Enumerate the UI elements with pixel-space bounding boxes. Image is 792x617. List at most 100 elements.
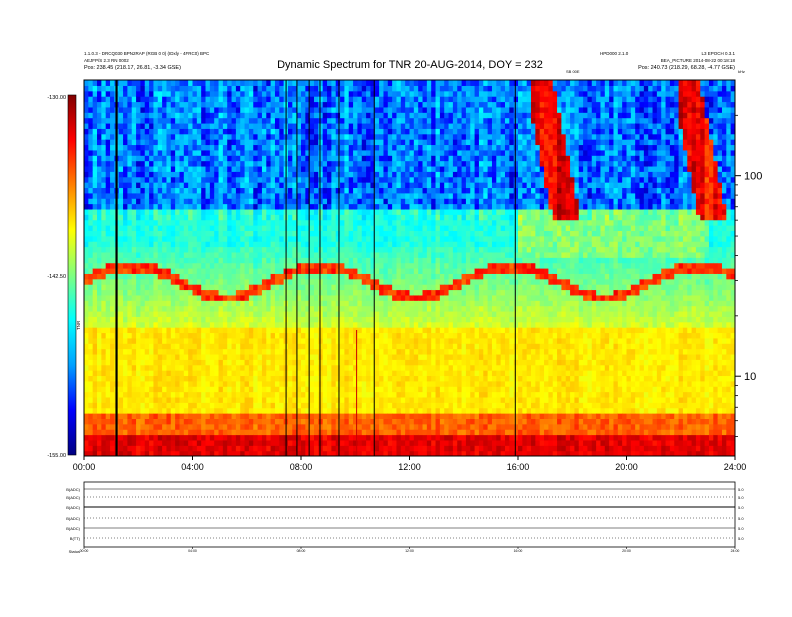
heatmap-cell (153, 295, 158, 301)
heatmap-cell (253, 349, 258, 355)
heatmap-cell (314, 263, 319, 269)
heatmap-cell (206, 300, 211, 306)
heatmap-cell (119, 440, 124, 446)
heatmap-cell (166, 300, 171, 306)
heatmap-cell (201, 424, 206, 430)
heatmap-cell (145, 225, 150, 231)
heatmap-cell (383, 171, 388, 177)
heatmap-cell (93, 445, 98, 451)
heatmap-cell (340, 177, 345, 183)
heatmap-cell (136, 236, 141, 242)
heatmap-cell (245, 370, 250, 376)
heatmap-cell (97, 123, 102, 129)
heatmap-cell (362, 144, 367, 150)
heatmap-cell (323, 112, 328, 118)
heatmap-cell (223, 85, 228, 91)
heatmap-cell (188, 316, 193, 322)
heatmap-cell (379, 397, 384, 403)
heatmap-cell (93, 182, 98, 188)
heatmap-cell (166, 435, 171, 441)
heatmap-cell (140, 306, 145, 312)
heatmap-cell (97, 107, 102, 113)
heatmap-cell (179, 322, 184, 328)
heatmap-cell (245, 349, 250, 355)
heatmap-cell (179, 150, 184, 156)
heatmap-cell (227, 408, 232, 414)
heatmap-cell (145, 123, 150, 129)
heatmap-cell (314, 241, 319, 247)
heatmap-cell (314, 252, 319, 258)
heatmap-cell (201, 101, 206, 107)
heatmap-cell (236, 193, 241, 199)
heatmap-cell (219, 440, 224, 446)
heatmap-cell (153, 311, 158, 317)
heatmap-cell (149, 311, 154, 317)
heatmap-cell (97, 128, 102, 134)
heatmap-cell (127, 193, 132, 199)
heatmap-cell (84, 343, 89, 349)
heatmap-cell (323, 230, 328, 236)
heatmap-cell (206, 295, 211, 301)
heatmap-cell (93, 171, 98, 177)
heatmap-cell (331, 123, 336, 129)
heatmap-cell (383, 445, 388, 451)
heatmap-cell (240, 440, 245, 446)
heatmap-cell (392, 440, 397, 446)
heatmap-cell (201, 273, 206, 279)
heatmap-cell (219, 359, 224, 365)
heatmap-cell (349, 209, 354, 215)
heatmap-cell (336, 230, 341, 236)
heatmap-cell (310, 375, 315, 381)
heatmap-cell (101, 279, 106, 285)
heatmap-cell (193, 230, 198, 236)
heatmap-cell (136, 198, 141, 204)
heatmap-cell (314, 418, 319, 424)
heatmap-cell (362, 386, 367, 392)
heatmap-cell (388, 327, 393, 333)
heatmap-cell (331, 85, 336, 91)
heatmap-cell (210, 220, 215, 226)
heatmap-cell (340, 112, 345, 118)
heatmap-cell (327, 402, 332, 408)
heatmap-cell (88, 263, 93, 269)
heatmap-cell (171, 112, 176, 118)
heatmap-cell (219, 332, 224, 338)
heatmap-cell (379, 289, 384, 295)
heatmap-cell (323, 85, 328, 91)
heatmap-cell (88, 375, 93, 381)
heatmap-cell (219, 381, 224, 387)
heatmap-cell (206, 155, 211, 161)
heatmap-cell (375, 445, 380, 451)
heatmap-cell (110, 101, 115, 107)
heatmap-cell (236, 418, 241, 424)
heatmap-cell (236, 257, 241, 263)
heatmap-cell (140, 268, 145, 274)
heatmap-cell (201, 150, 206, 156)
heatmap-cell (119, 150, 124, 156)
heatmap-cell (327, 257, 332, 263)
heatmap-cell (136, 435, 141, 441)
heatmap-cell (344, 381, 349, 387)
heatmap-cell (153, 155, 158, 161)
heatmap-cell (271, 112, 276, 118)
heatmap-cell (288, 279, 293, 285)
heatmap-cell (153, 359, 158, 365)
heatmap-cell (223, 273, 228, 279)
heatmap-cell (362, 118, 367, 124)
heatmap-cell (206, 316, 211, 322)
heatmap-cell (171, 338, 176, 344)
heatmap-cell (219, 171, 224, 177)
heatmap-cell (314, 91, 319, 97)
heatmap-cell (188, 177, 193, 183)
heatmap-cell (184, 80, 189, 86)
heatmap-cell (357, 327, 362, 333)
heatmap-cell (301, 112, 306, 118)
heatmap-cell (162, 101, 167, 107)
heatmap-cell (136, 209, 141, 215)
heatmap-cell (344, 247, 349, 253)
heatmap-cell (153, 327, 158, 333)
heatmap-cell (301, 123, 306, 129)
heatmap-cell (227, 338, 232, 344)
heatmap-cell (210, 252, 215, 258)
heatmap-cell (158, 171, 163, 177)
